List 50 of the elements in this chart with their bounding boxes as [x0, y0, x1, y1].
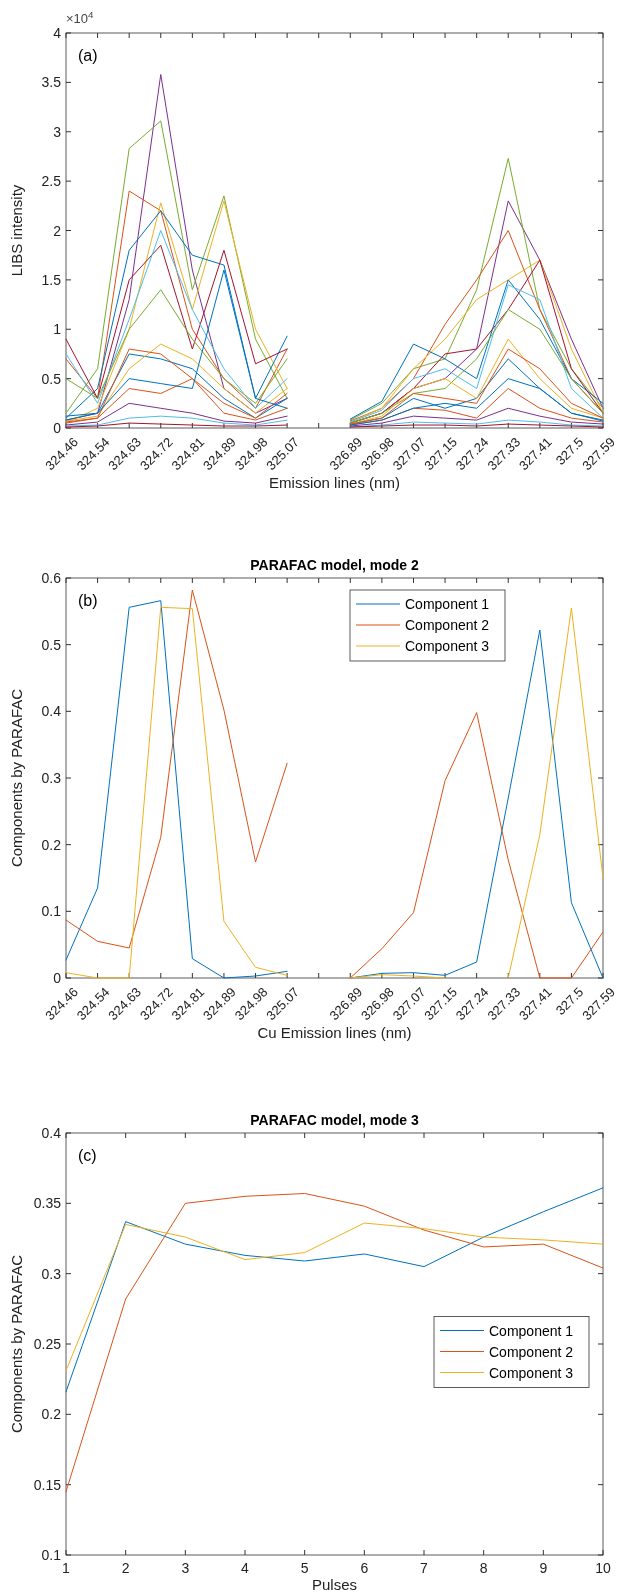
y-tick-label: 0.35	[33, 1195, 62, 1212]
y-tick-label: 2	[53, 222, 62, 239]
y-tick-label: 0.5	[41, 636, 62, 653]
legend-label: Component 1	[489, 1322, 574, 1339]
chart-title: PARAFAC model, mode 2	[250, 557, 419, 573]
x-tick-label: 4	[241, 1560, 250, 1576]
y-tick-label: 0.3	[41, 1265, 62, 1282]
x-tick-label: 10	[595, 1560, 611, 1576]
y-tick-label: 0.2	[41, 1406, 62, 1423]
y-tick-label: 0.25	[33, 1336, 62, 1352]
y-tick-label: 0.5	[41, 370, 62, 387]
x-tick-label: 2	[121, 1560, 130, 1576]
legend-label: Component 2	[489, 1343, 574, 1360]
y-tick-label: 0	[53, 970, 62, 986]
y-tick-label: 0.1	[41, 1547, 62, 1563]
x-tick-label: 5	[300, 1560, 309, 1576]
y-tick-label: 0.1	[41, 903, 62, 920]
y-tick-label: 3	[53, 123, 62, 140]
x-axis-title: Emission lines (nm)	[269, 474, 400, 491]
legend-label: Component 3	[405, 638, 490, 654]
y-tick-label: 0.3	[41, 770, 62, 786]
y-tick-label: 0	[53, 420, 62, 436]
y-tick-label: 1	[53, 321, 62, 338]
y-tick-label: 4	[53, 25, 62, 41]
y-axis-title: Components by PARAFAC	[8, 688, 25, 868]
y-tick-label: 0.6	[41, 570, 62, 586]
y-tick-label: 0.4	[41, 1125, 62, 1141]
y-tick-label: 2.5	[41, 173, 62, 190]
y-axis-title: LIBS intensity	[8, 184, 25, 277]
text: ×10$^{4}$	[66, 8, 95, 26]
legend-label: Component 2	[405, 617, 490, 633]
y-tick-label: 1.5	[41, 271, 62, 288]
y-tick-label: 0.2	[41, 836, 62, 853]
chart-title: PARAFAC model, mode 3	[250, 1112, 419, 1128]
legend-label: Component 3	[489, 1364, 574, 1381]
y-tick-label: 0.15	[33, 1476, 62, 1493]
x-axis-title: Pulses	[311, 1576, 358, 1593]
x-axis-title: Cu Emission lines (nm)	[257, 1024, 412, 1041]
x-tick-label: 6	[360, 1560, 369, 1576]
y-tick-label: 3.5	[41, 74, 62, 91]
annotation: (c)	[78, 1147, 97, 1164]
y-axis-title: Components by PARAFAC	[8, 1254, 25, 1434]
annotation: (a)	[78, 47, 98, 64]
annotation: (b)	[78, 592, 98, 609]
x-tick-label: 9	[539, 1560, 548, 1576]
x-tick-label: 8	[479, 1560, 488, 1576]
y-tick-label: 0.4	[41, 703, 62, 720]
legend-label: Component 1	[405, 596, 490, 612]
x-tick-label: 7	[420, 1560, 429, 1576]
x-tick-label: 3	[181, 1560, 190, 1576]
